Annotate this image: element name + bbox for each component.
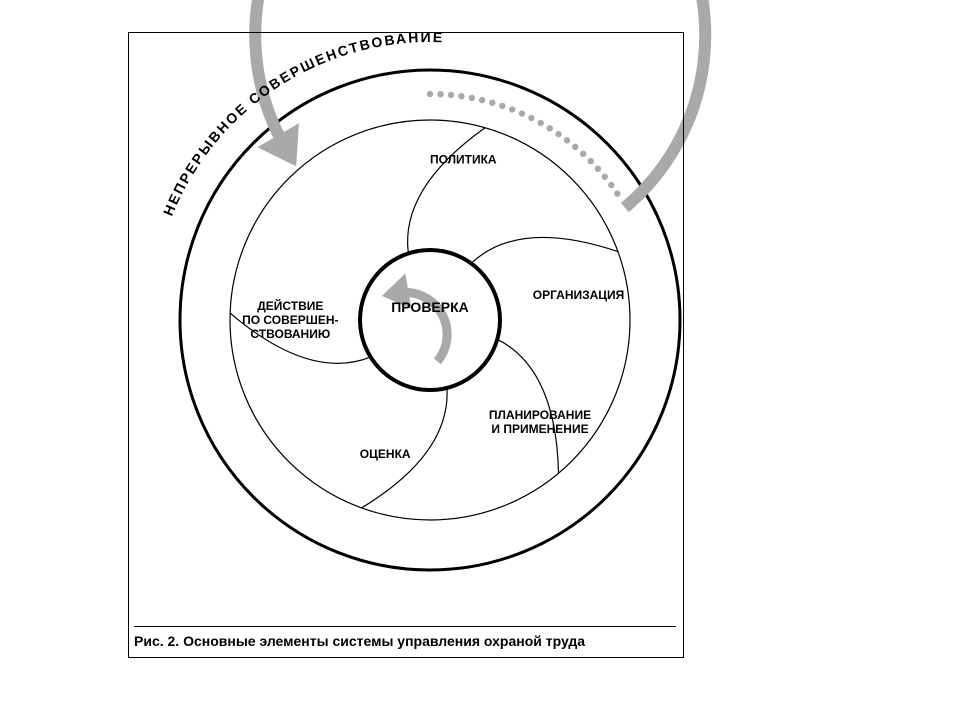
figure-caption: Рис. 2. Основные элементы системы управл… xyxy=(134,626,676,649)
figure-frame xyxy=(128,32,684,658)
